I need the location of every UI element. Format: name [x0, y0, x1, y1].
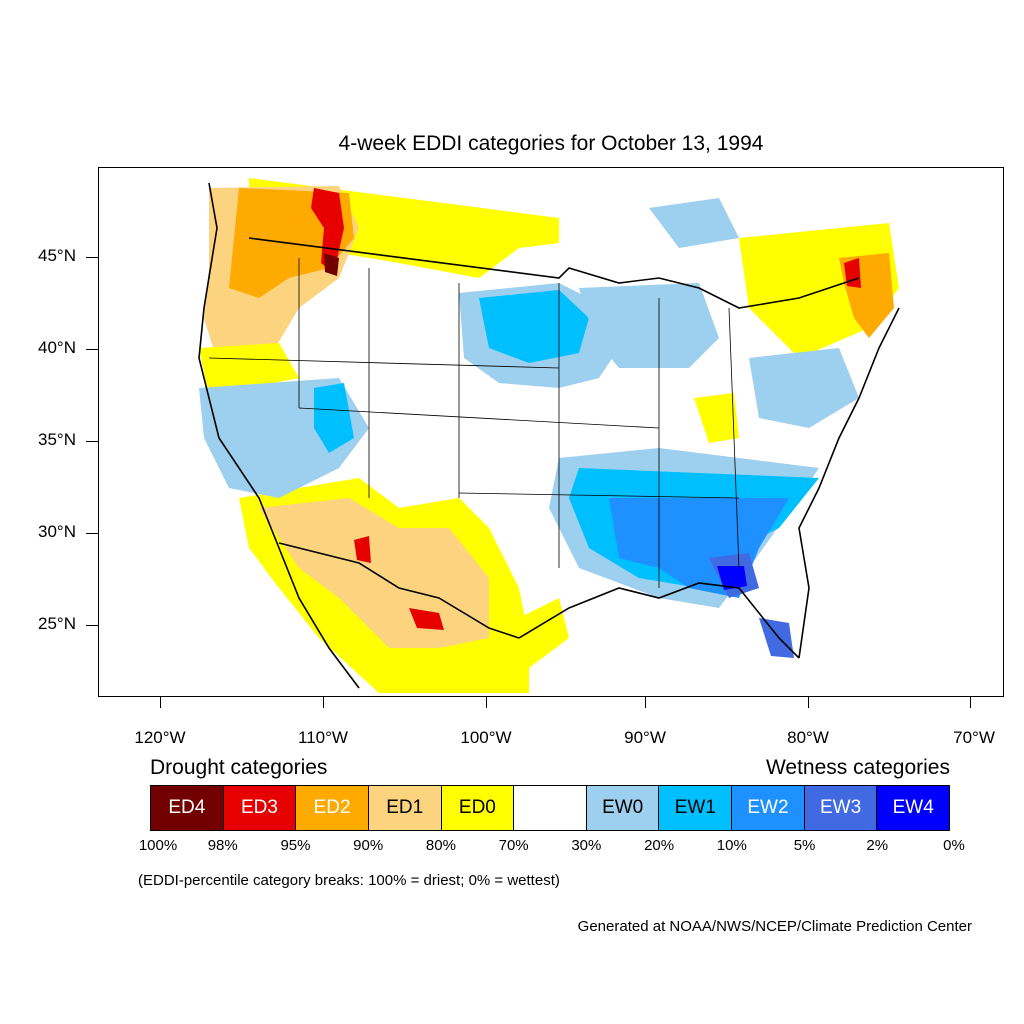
region-ed0-tx [499, 598, 569, 668]
eddi-map [198, 178, 900, 693]
percent-break-label: 20% [644, 837, 675, 854]
legend-box-ew4: EW4 [877, 786, 950, 830]
east-coast [798, 307, 900, 659]
region-ed0-ca [199, 343, 299, 398]
legend-box-ew3: EW3 [804, 786, 878, 830]
lat-tick [86, 441, 98, 442]
percent-break-label: 5% [793, 837, 816, 854]
lat-label-30: 30°N [38, 522, 76, 541]
region-ed3-mt [311, 188, 344, 273]
mexico-border [278, 542, 520, 639]
lon-label-110: 110°W [298, 728, 348, 747]
region-ed3-ne [844, 258, 861, 288]
percent-break-label: 90% [353, 837, 384, 854]
percent-break-label: 100% [138, 837, 178, 854]
legend-box-ed0: ED0 [441, 786, 515, 830]
lon-tick [808, 697, 809, 708]
percent-break-label: 0% [943, 837, 965, 854]
lat-label-45: 45°N [38, 246, 76, 265]
lat-tick [86, 349, 98, 350]
wetness-categories-title: Wetness categories [765, 756, 950, 779]
region-ew0-on [649, 198, 739, 248]
region-ew0-midwest [579, 283, 719, 368]
percent-break-label: 80% [425, 837, 456, 854]
lat-label-25: 25°N [38, 614, 76, 633]
region-ew1-plains [479, 290, 589, 363]
legend-box-neutral [514, 786, 587, 830]
legend-box-ew1: EW1 [659, 786, 733, 830]
map-title: 4-week EDDI categories for October 13, 1… [338, 132, 764, 155]
region-ed3-sw [354, 536, 371, 563]
region-ew1-basin [314, 383, 354, 453]
category-note: (EDDI-percentile category breaks: 100% =… [138, 872, 560, 889]
lon-tick [160, 697, 161, 708]
region-ew3-sfl [759, 618, 794, 658]
category-legend: ED4 ED3 ED2 ED1 ED0 EW0 EW1 EW2 EW3 EW4 [150, 785, 950, 831]
lon-tick [645, 697, 646, 708]
lon-tick [323, 697, 324, 708]
lon-label-80: 80°W [787, 728, 829, 747]
drought-regions [199, 178, 899, 693]
map-panel [98, 167, 1004, 697]
percent-break-label: 70% [498, 837, 529, 854]
legend-box-ed1: ED1 [368, 786, 442, 830]
legend-box-ew0: EW0 [586, 786, 660, 830]
lon-tick [486, 697, 487, 708]
state-lines [208, 258, 740, 588]
lon-label-70: 70°W [953, 728, 995, 747]
boundaries [198, 182, 900, 689]
lon-tick [970, 697, 971, 708]
percent-break-label: 2% [866, 837, 889, 854]
legend-box-ed3: ED3 [223, 786, 297, 830]
percent-break-label: 30% [571, 837, 602, 854]
lat-label-35: 35°N [38, 430, 76, 449]
us-canada-border [248, 237, 860, 309]
region-ew0-ma [749, 348, 859, 428]
percent-break-label: 10% [716, 837, 747, 854]
region-ed4-mt [324, 253, 339, 276]
lat-tick [86, 625, 98, 626]
credit-line: Generated at NOAA/NWS/NCEP/Climate Predi… [577, 918, 972, 935]
lat-label-40: 40°N [38, 338, 76, 357]
region-ed0-oh [694, 393, 739, 443]
legend-box-ed2: ED2 [296, 786, 369, 830]
wetness-regions [199, 198, 859, 658]
lon-label-100: 100°W [460, 728, 512, 747]
percent-break-label: 95% [280, 837, 311, 854]
region-ed3-mx [409, 608, 444, 630]
west-coast [198, 182, 360, 689]
percent-break-label: 98% [207, 837, 238, 854]
legend-box-ed4: ED4 [151, 786, 224, 830]
lon-label-120: 120°W [134, 728, 186, 747]
lon-label-90: 90°W [624, 728, 666, 747]
gulf-coast [518, 582, 800, 659]
drought-categories-title: Drought categories [150, 756, 328, 779]
region-ew4-fl [717, 566, 747, 590]
legend-box-ew2: EW2 [732, 786, 805, 830]
lat-tick [86, 533, 98, 534]
lat-tick [86, 257, 98, 258]
